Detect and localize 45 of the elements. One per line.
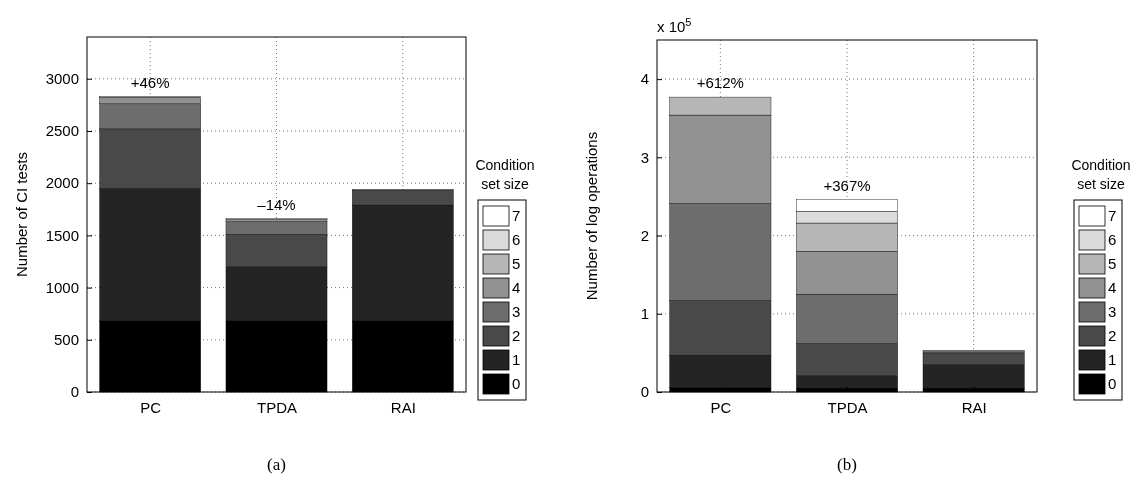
- y-axis-title: Number of log operations: [583, 131, 600, 301]
- y-tick-label: 1: [640, 305, 649, 323]
- legend-label: 2: [1108, 327, 1117, 344]
- y-tick-label: 0: [640, 383, 649, 401]
- y-tick-label: 4: [640, 70, 649, 88]
- x-tick-label: PC: [710, 398, 732, 416]
- legend-label: 4: [1108, 279, 1117, 296]
- legend-title: Condition set size: [475, 157, 535, 192]
- legend-label: 1: [512, 351, 521, 368]
- legend-label: 6: [1108, 231, 1117, 248]
- legend-label: 5: [512, 255, 521, 272]
- legend-label: 2: [512, 327, 521, 344]
- y-tick-label: 3000: [45, 70, 79, 88]
- x-tick-label: RAI: [390, 398, 416, 416]
- text: (a): [267, 455, 286, 474]
- y-tick-label: 1000: [45, 278, 79, 296]
- y-tick-label: 2: [640, 226, 649, 244]
- legend-title: Condition set size: [1071, 157, 1131, 192]
- annotation: +46%: [130, 73, 170, 91]
- legend-label: 4: [512, 279, 521, 296]
- y-tick-label: 500: [53, 331, 79, 349]
- y-tick-label: 2000: [45, 174, 79, 192]
- x-tick-label: RAI: [961, 398, 987, 416]
- y-tick-label: 2500: [45, 122, 79, 140]
- y-axis-title: Number of CI tests: [13, 151, 30, 278]
- legend-label: 6: [512, 231, 521, 248]
- legend-label: 0: [1108, 375, 1117, 392]
- annotation: +612%: [696, 74, 744, 92]
- legend-label: 7: [512, 207, 521, 224]
- x-tick-label: TPDA: [827, 398, 868, 416]
- y-tick-label: 3: [640, 148, 649, 166]
- text: x 10$^{5}$: [657, 16, 692, 35]
- legend-label: 5: [1108, 255, 1117, 272]
- x-tick-label: PC: [140, 398, 162, 416]
- x-tick-label: TPDA: [256, 398, 298, 416]
- legend-label: 7: [1108, 207, 1117, 224]
- legend-label: 0: [512, 375, 521, 392]
- text: (b): [837, 455, 857, 474]
- annotation: +367%: [823, 176, 871, 194]
- annotation: –14%: [257, 195, 296, 213]
- legend-label: 1: [1108, 351, 1117, 368]
- legend-label: 3: [512, 303, 521, 320]
- legend-label: 3: [1108, 303, 1117, 320]
- y-tick-label: 1500: [45, 226, 79, 244]
- y-tick-label: 0: [70, 383, 79, 401]
